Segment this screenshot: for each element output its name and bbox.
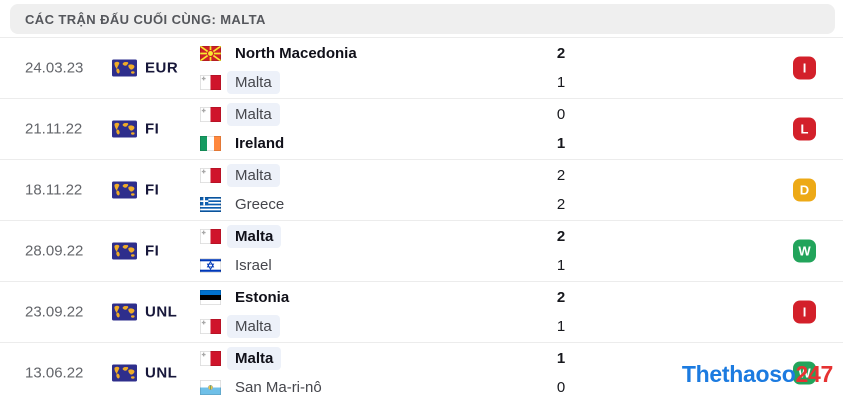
home-team-line: Malta 1 [200, 344, 783, 373]
world-map-icon [112, 242, 137, 260]
competition: FI [112, 242, 160, 260]
ireland-flag [200, 136, 221, 151]
home-team-score: 2 [556, 228, 566, 245]
competition: UNL [112, 303, 178, 321]
match-row[interactable]: 18.11.22 FI Malta 2 Greece 2 D [0, 160, 843, 221]
away-team-line: Israel 1 [200, 251, 783, 280]
result-badge: I [793, 300, 816, 324]
match-date: 28.09.22 [25, 242, 84, 260]
away-team-line: San Ma-ri-nô 0 [200, 373, 783, 402]
match-row[interactable]: 23.09.22 UNL Estonia 2 Malta 1 I [0, 282, 843, 343]
match-date: 24.03.23 [25, 59, 84, 77]
home-team-line: Malta 2 [200, 222, 783, 251]
match-date: 23.09.22 [25, 303, 84, 321]
competition-code: FI [145, 242, 160, 260]
away-team-name[interactable]: San Ma-ri-nô [235, 379, 322, 396]
world-map-icon [112, 364, 137, 382]
match-date: 21.11.22 [25, 120, 83, 138]
away-team-score: 1 [556, 74, 566, 91]
section-header: CÁC TRẬN ĐẤU CUỐI CÙNG: MALTA [10, 4, 835, 34]
away-team-name[interactable]: Malta [227, 71, 280, 94]
teams: North Macedonia 2 Malta 1 [200, 38, 783, 98]
home-team-line: Malta 2 [200, 161, 783, 190]
teams: Malta 2 Greece 2 [200, 160, 783, 220]
malta-flag [200, 229, 221, 244]
home-team-line: Estonia 2 [200, 283, 783, 312]
away-team-score: 1 [556, 257, 566, 274]
competition-code: EUR [145, 59, 179, 77]
home-team-line: Malta 0 [200, 100, 783, 129]
world-map-icon [112, 59, 137, 77]
home-team-name[interactable]: Malta [227, 225, 282, 248]
competition-code: UNL [145, 303, 178, 321]
home-team-name[interactable]: North Macedonia [235, 45, 357, 62]
result-badge: L [793, 117, 816, 141]
home-team-name[interactable]: Malta [227, 164, 280, 187]
match-date: 13.06.22 [25, 364, 84, 382]
result-badge: D [793, 178, 816, 202]
match-date: 18.11.22 [25, 181, 83, 199]
greece-flag [200, 197, 221, 212]
away-team-name[interactable]: Greece [235, 196, 285, 213]
match-row[interactable]: 24.03.23 EUR North Macedonia 2 Malta 1 I [0, 38, 843, 99]
malta-flag [200, 351, 221, 366]
malta-flag [200, 168, 221, 183]
teams: Malta 2 Israel 1 [200, 221, 783, 281]
away-team-line: Malta 1 [200, 68, 783, 97]
home-team-score: 1 [556, 350, 566, 367]
home-team-score: 2 [556, 167, 566, 184]
north-macedonia-flag [200, 46, 221, 61]
san-marino-flag [200, 380, 221, 395]
match-row[interactable]: 28.09.22 FI Malta 2 Israel 1 W [0, 221, 843, 282]
competition: FI [112, 181, 160, 199]
malta-flag [200, 107, 221, 122]
competition: EUR [112, 59, 179, 77]
result-badge: I [793, 56, 816, 80]
teams: Estonia 2 Malta 1 [200, 282, 783, 342]
section-title: CÁC TRẬN ĐẤU CUỐI CÙNG: MALTA [25, 11, 266, 27]
home-team-line: North Macedonia 2 [200, 39, 783, 68]
world-map-icon [112, 181, 137, 199]
match-table: 24.03.23 EUR North Macedonia 2 Malta 1 I… [0, 37, 843, 403]
away-team-score: 1 [556, 135, 566, 152]
away-team-name[interactable]: Malta [227, 315, 280, 338]
away-team-line: Greece 2 [200, 190, 783, 219]
competition: UNL [112, 364, 178, 382]
away-team-score: 1 [556, 318, 566, 335]
world-map-icon [112, 303, 137, 321]
match-row[interactable]: 13.06.22 UNL Malta 1 San Ma-ri-nô 0 W [0, 343, 843, 403]
competition-code: UNL [145, 364, 178, 382]
away-team-name[interactable]: Israel [235, 257, 272, 274]
result-badge: W [793, 361, 816, 385]
teams: Malta 1 San Ma-ri-nô 0 [200, 343, 783, 403]
israel-flag [200, 258, 221, 273]
home-team-score: 2 [556, 289, 566, 306]
world-map-icon [112, 120, 137, 138]
estonia-flag [200, 290, 221, 305]
result-badge: W [793, 239, 816, 263]
away-team-score: 0 [556, 379, 566, 396]
away-team-line: Ireland 1 [200, 129, 783, 158]
malta-flag [200, 319, 221, 334]
away-team-name[interactable]: Ireland [235, 135, 285, 152]
away-team-line: Malta 1 [200, 312, 783, 341]
home-team-name[interactable]: Malta [227, 103, 280, 126]
competition-code: FI [145, 120, 160, 138]
teams: Malta 0 Ireland 1 [200, 99, 783, 159]
match-row[interactable]: 21.11.22 FI Malta 0 Ireland 1 L [0, 99, 843, 160]
away-team-score: 2 [556, 196, 566, 213]
home-team-score: 0 [556, 106, 566, 123]
malta-flag [200, 75, 221, 90]
competition-code: FI [145, 181, 160, 199]
home-team-name[interactable]: Malta [227, 347, 282, 370]
competition: FI [112, 120, 160, 138]
home-team-score: 2 [556, 45, 566, 62]
home-team-name[interactable]: Estonia [235, 289, 290, 306]
